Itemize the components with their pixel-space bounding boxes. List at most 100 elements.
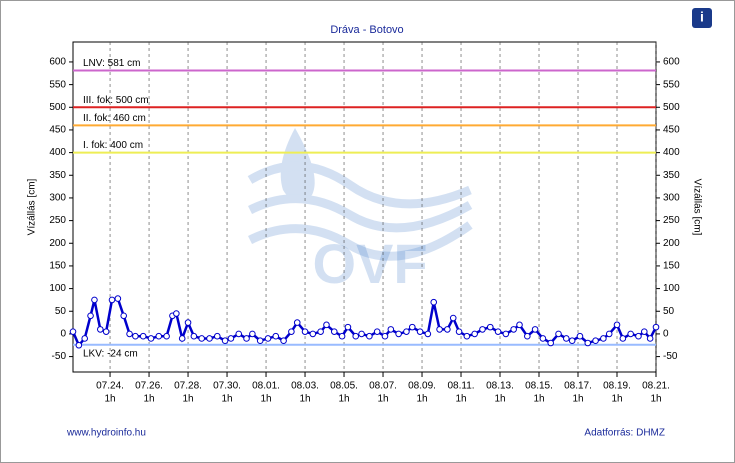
point — [646, 335, 654, 342]
x-tick-hour: 1h — [221, 394, 232, 405]
point — [114, 295, 122, 302]
point — [190, 332, 198, 340]
point — [184, 319, 192, 326]
point — [249, 330, 256, 338]
point — [155, 332, 163, 340]
x-tick-label: 08.11. — [447, 381, 474, 392]
plot-area — [72, 41, 657, 373]
point — [108, 296, 116, 304]
point — [352, 332, 360, 340]
y2-tick-label: 100 — [663, 283, 680, 294]
point — [510, 326, 517, 333]
x-tick-hour: 1h — [377, 394, 388, 405]
x-tick-label: 07.30. — [213, 381, 241, 392]
point — [563, 335, 570, 342]
point — [387, 326, 395, 333]
point — [444, 326, 451, 333]
y-tick-label: 0 — [60, 329, 66, 340]
point — [416, 328, 424, 335]
point — [81, 335, 88, 342]
info-icon[interactable] — [692, 8, 712, 28]
x-tick-label: 08.13. — [486, 381, 514, 392]
x-tick-hour: 1h — [650, 394, 661, 405]
point — [568, 337, 576, 345]
point — [592, 337, 599, 345]
point — [264, 335, 272, 342]
point — [641, 328, 648, 335]
point — [69, 328, 77, 335]
y2-tick-label: 550 — [663, 79, 680, 90]
x-tick-hour: 1h — [299, 394, 310, 405]
x-tick-hour: 1h — [416, 394, 427, 405]
y2-tick-label: 500 — [663, 102, 680, 113]
point — [381, 332, 389, 340]
point — [102, 328, 110, 335]
x-tick-hour: 1h — [182, 394, 193, 405]
reference-label: III. fok: 500 cm — [83, 95, 149, 106]
reference-label: II. fok: 460 cm — [83, 113, 146, 124]
x-tick-hour: 1h — [572, 394, 583, 405]
y-tick-label: 450 — [49, 125, 66, 136]
point — [576, 332, 584, 340]
point — [455, 328, 463, 335]
y2-tick-label: 50 — [663, 306, 675, 317]
x-tick-hour: 1h — [533, 394, 544, 405]
y-tick-label: 350 — [49, 170, 66, 181]
point — [91, 296, 98, 304]
point — [555, 330, 562, 338]
y2-tick-label: 400 — [663, 147, 680, 158]
point — [584, 339, 592, 347]
y-axis-label: Vízállás [cm] — [27, 178, 38, 235]
point — [256, 337, 264, 345]
point — [338, 332, 346, 340]
x-tick-hour: 1h — [104, 394, 115, 405]
x-tick-label: 07.26. — [135, 381, 163, 392]
info-icon-text[interactable]: i — [700, 9, 704, 25]
point — [206, 335, 213, 342]
point — [408, 323, 416, 331]
point — [344, 323, 352, 331]
y2-tick-label: 0 — [663, 329, 669, 340]
x-tick-label: 08.21. — [642, 381, 670, 392]
point — [479, 326, 486, 333]
point — [280, 337, 287, 345]
y-tick-label: 400 — [49, 147, 66, 158]
point — [619, 335, 627, 342]
point — [627, 330, 634, 338]
point — [635, 332, 642, 340]
y2-tick-label: 150 — [663, 261, 680, 272]
y-tick-label: 150 — [49, 261, 66, 272]
point — [600, 335, 607, 342]
x-tick-hour: 1h — [455, 394, 466, 405]
reference-label: LNV: 581 cm — [83, 58, 140, 69]
y2-tick-label: -50 — [663, 351, 678, 362]
point — [139, 332, 147, 340]
point — [87, 312, 94, 320]
point — [243, 335, 250, 342]
point — [221, 337, 229, 345]
y-tick-label: 100 — [49, 283, 66, 294]
point — [373, 328, 381, 335]
x-tick-label: 08.07. — [369, 381, 397, 392]
y-tick-label: 550 — [49, 79, 66, 90]
point — [309, 330, 317, 338]
y-tick-label: 50 — [55, 306, 67, 317]
x-tick-label: 07.28. — [174, 381, 202, 392]
point — [605, 330, 613, 338]
point — [531, 326, 539, 333]
point — [395, 330, 402, 338]
y-tick-label: -50 — [52, 351, 67, 362]
y-tick-label: 500 — [49, 102, 66, 113]
point — [652, 323, 660, 331]
point — [120, 312, 127, 320]
y2-tick-label: 600 — [663, 57, 680, 68]
footer-left[interactable]: www.hydroinfo.hu — [66, 428, 146, 439]
point — [235, 330, 243, 338]
watermark-logo — [247, 128, 473, 261]
x-tick-hour: 1h — [338, 394, 349, 405]
point — [163, 332, 170, 340]
point — [288, 328, 295, 335]
point — [293, 319, 301, 326]
